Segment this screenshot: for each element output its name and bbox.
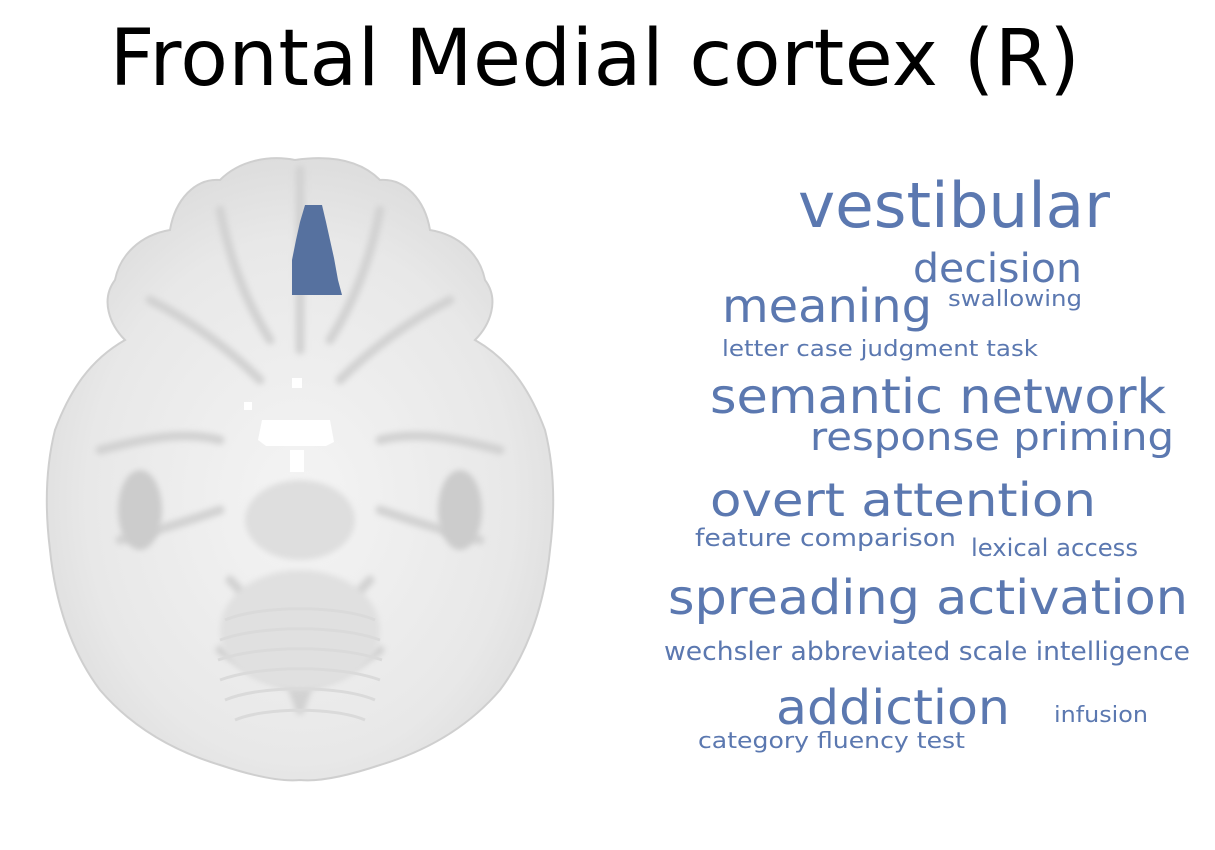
cerebellum xyxy=(217,607,383,722)
word-wechsler-abbreviated-scale: wechsler abbreviated scale intelligence xyxy=(664,637,1190,667)
highlighted-region xyxy=(292,205,342,295)
word-category-fluency-test: category fluency test xyxy=(698,729,965,754)
brain-axial-slice xyxy=(45,157,555,782)
word-vestibular: vestibular xyxy=(798,169,1110,242)
word-feature-comparison: feature comparison xyxy=(695,524,957,552)
word-response-priming: response priming xyxy=(810,415,1175,459)
figure-title: Frontal Medial cortex (R) xyxy=(109,14,1081,104)
word-addiction: addiction xyxy=(776,680,1010,736)
word-meaning: meaning xyxy=(722,279,933,333)
word-letter-case-judgment-task: letter case judgment task xyxy=(722,337,1038,362)
word-overt-attention: overt attention xyxy=(710,473,1097,527)
word-swallowing: swallowing xyxy=(948,287,1082,312)
word-decision: decision xyxy=(913,246,1082,292)
word-spreading-activation: spreading activation xyxy=(668,570,1188,626)
word-infusion: infusion xyxy=(1054,703,1149,728)
word-lexical-access: lexical access xyxy=(971,534,1138,562)
word-semantic-network: semantic network xyxy=(710,369,1167,425)
midline-holes xyxy=(244,378,334,472)
